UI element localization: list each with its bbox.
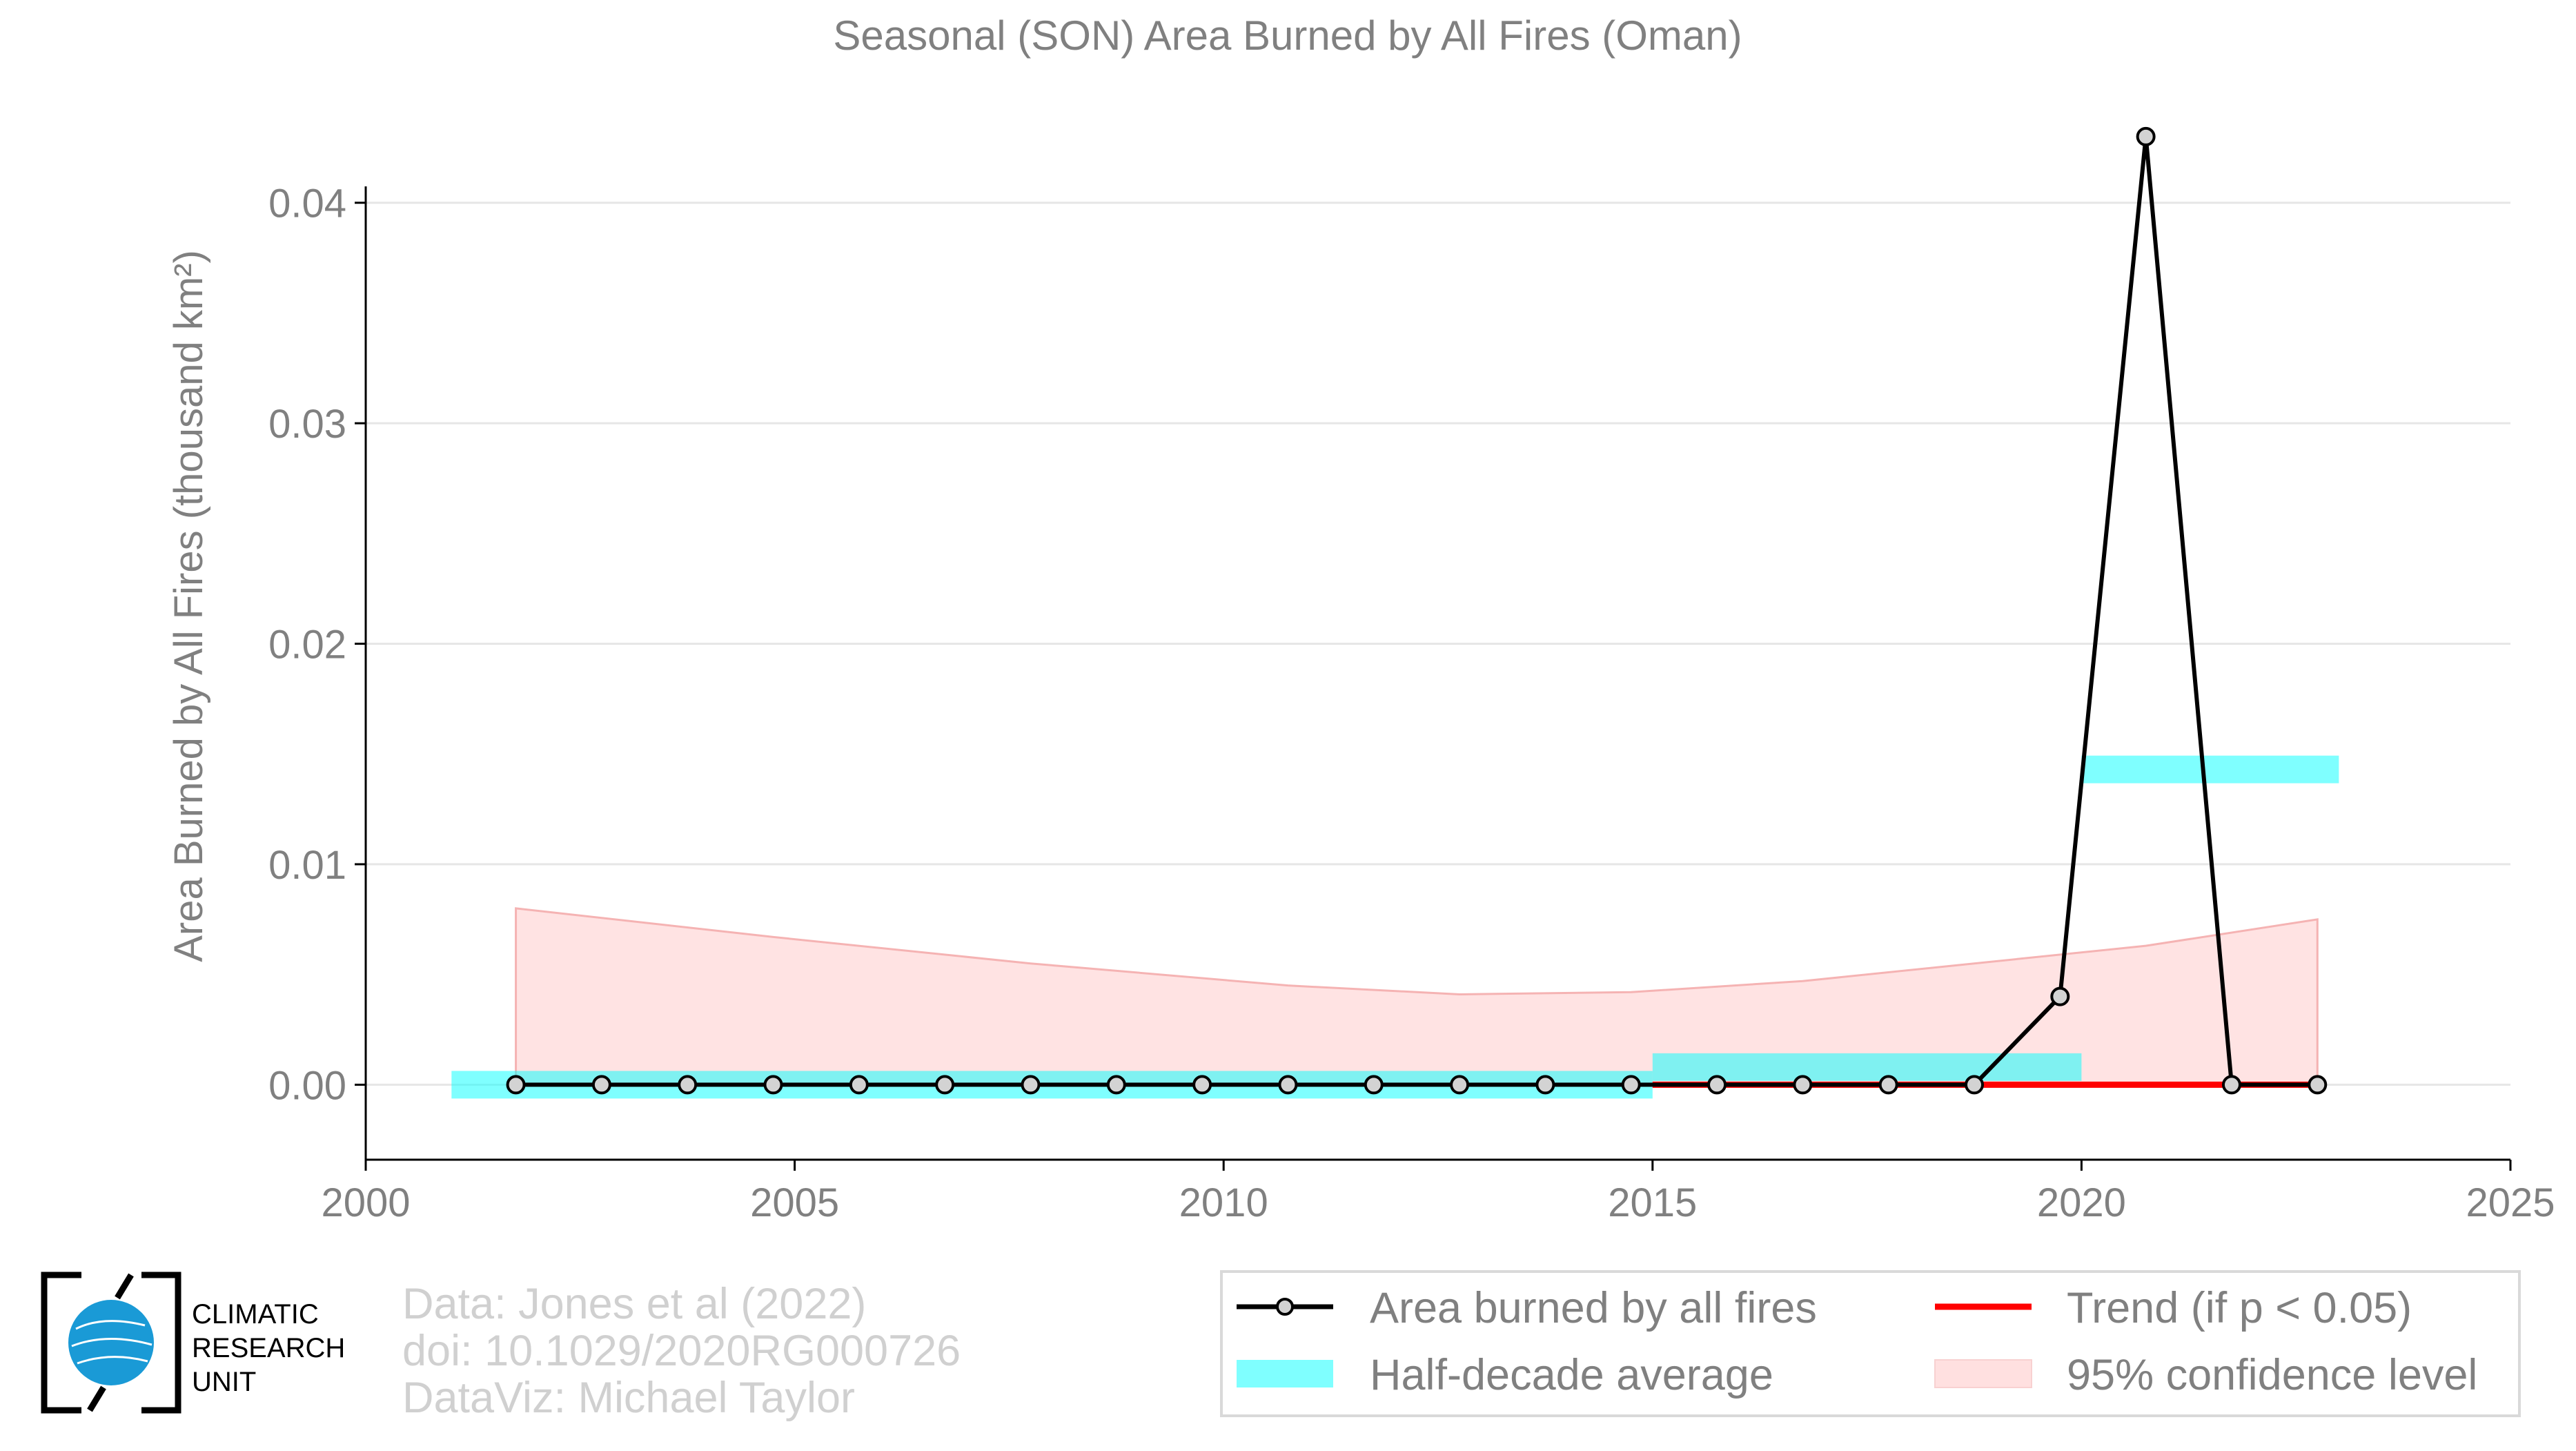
x-tick-label: 2020 [2037,1180,2126,1225]
y-tick-label: 0.03 [268,402,346,447]
data-point [1192,1075,1212,1095]
data-point [935,1075,955,1095]
data-point [1450,1075,1470,1095]
credit-dataviz: DataViz: Michael Taylor [402,1374,855,1422]
data-point [2221,1075,2241,1095]
logo-slash-bottom [87,1385,106,1412]
logo-bracket-right [141,1272,181,1414]
x-tick-label: 2025 [2466,1180,2555,1225]
data-point [1878,1075,1898,1095]
data-point [2136,126,2156,146]
data-point [1364,1075,1384,1095]
globe-swirl-2 [71,1337,153,1347]
data-point [678,1075,698,1095]
legend-label-trend: Trend (if p < 0.05) [2067,1284,2412,1332]
legend-box [1220,1270,2521,1417]
series-line [515,134,2318,1087]
legend-label-confidence: 95% confidence level [2067,1351,2477,1399]
legend: Area burned by all fires Trend (if p < 0… [1220,1270,2521,1417]
y-tick-label: 0.01 [268,843,346,888]
logo-bracket-left [41,1272,81,1414]
logo-slash-top [115,1273,134,1300]
data-point [1965,1075,1984,1095]
chart-title: Seasonal (SON) Area Burned by All Fires … [833,12,1742,59]
data-point [1106,1075,1126,1095]
legend-key-confidence [1934,1359,2032,1388]
legend-key-half-decade [1237,1360,1333,1387]
x-tick-label: 2000 [321,1180,410,1225]
credit-data-source: Data: Jones et al (2022) [402,1280,866,1328]
y-tick-label: 0.04 [268,182,346,226]
half-decade-bar [1652,1053,2082,1081]
legend-label-series: Area burned by all fires [1370,1284,1817,1332]
credit-doi: doi: 10.1029/2020RG000726 [402,1327,961,1375]
data-point [2050,986,2070,1006]
data-point [1793,1075,1813,1095]
globe-swirl-1 [75,1320,146,1330]
globe-icon [68,1300,154,1385]
data-point [1707,1075,1727,1095]
legend-label-half-decade: Half-decade average [1370,1351,1773,1399]
half-decade-bar [2081,755,2339,783]
data-point [1535,1075,1555,1095]
x-tick-label: 2015 [1608,1180,1697,1225]
credits: Data: Jones et al (2022) doi: 10.1029/20… [402,1280,961,1422]
x-tick-label: 2005 [750,1180,839,1225]
y-tick-label: 0.02 [268,623,346,668]
globe-swirl-3 [77,1356,148,1365]
data-point [849,1075,869,1095]
data-point [1278,1075,1298,1095]
logo-text-line2: RESEARCH [192,1333,345,1363]
data-point [2308,1075,2328,1095]
logo-text-line1: CLIMATIC [192,1299,319,1330]
legend-key-series-marker [1276,1298,1294,1316]
data-point [1021,1075,1041,1095]
series-layer [506,126,2328,1095]
y-tick-label: 0.00 [268,1063,346,1108]
logo-text-line3: UNIT [192,1367,256,1397]
data-point [506,1075,526,1095]
cru-logo: CLIMATIC RESEARCH UNIT [41,1272,345,1414]
data-point [763,1075,783,1095]
x-tick-label: 2010 [1179,1180,1268,1225]
axes: 0.00 0.01 0.02 0.03 0.04 2000 2005 2010 2015 2020… [268,182,2555,1225]
data-point [591,1075,611,1095]
data-point [1621,1075,1641,1095]
y-axis-label: Area Burned by All Fires (thousand km²) [166,250,211,962]
